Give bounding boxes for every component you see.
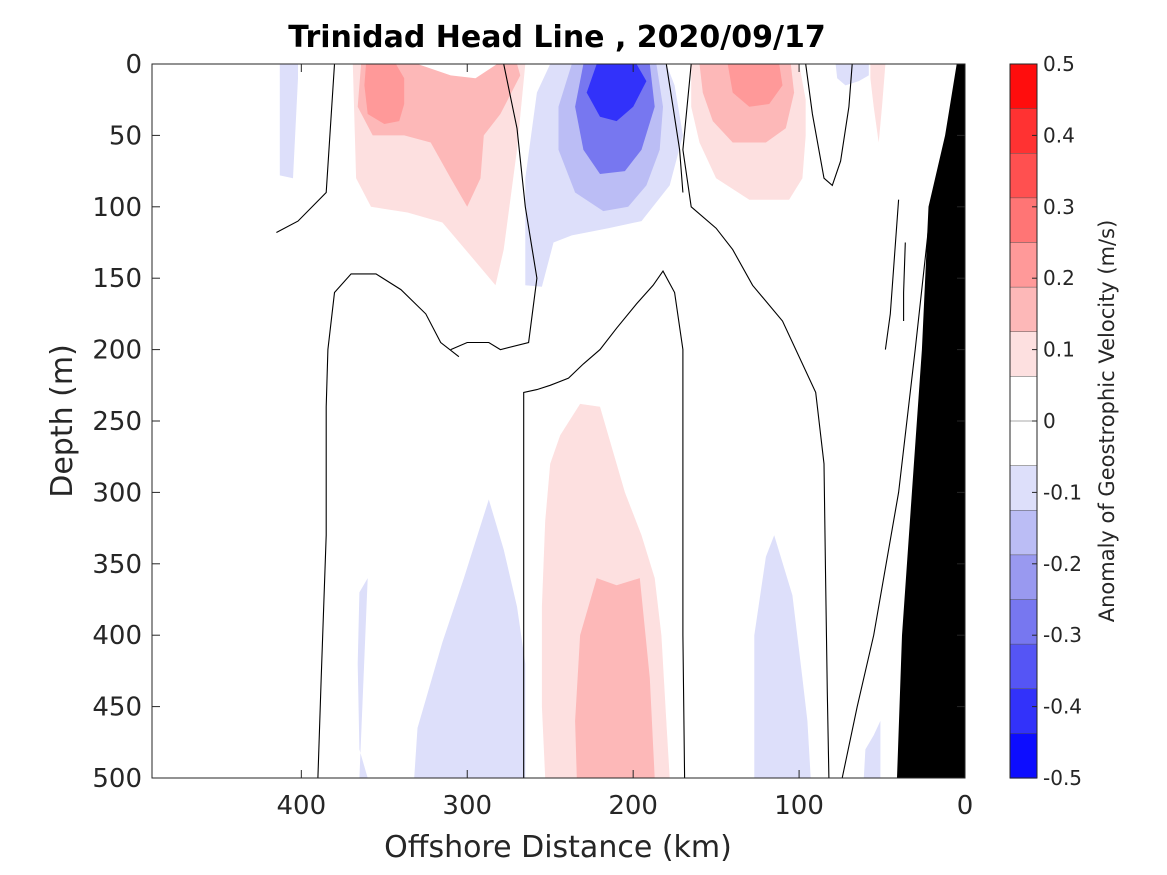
zero-contour-line: [450, 64, 538, 351]
zero-contour-line: [682, 64, 830, 778]
zero-contour-line: [317, 273, 460, 778]
colorbar-swatch: [1010, 197, 1037, 244]
x-tick-label: 300: [442, 791, 492, 821]
colorbar-swatch: [1010, 108, 1037, 154]
contour-region: [279, 64, 298, 179]
x-tick-label: 200: [608, 791, 658, 821]
y-tick-label: 450: [92, 693, 142, 723]
colorbar: 0.5 0.4 0.3 0.2 0.1 0 -0.1 -0.2 -0.3 -0.4 -0.5: [1009, 52, 1082, 790]
colorbar-tick-label: -0.1: [1043, 480, 1082, 504]
contour-region: [357, 499, 526, 778]
zero-contour-line: [665, 64, 684, 193]
zero-contour-line: [903, 242, 906, 321]
zero-contour-layer: [276, 64, 930, 778]
zero-contour-line: [841, 228, 930, 778]
colorbar-swatch: [1010, 644, 1037, 690]
colorbar-tick-label: 0.5: [1043, 52, 1075, 76]
colorbar-tick-label: -0.2: [1043, 552, 1082, 576]
x-tick-label: 400: [277, 791, 327, 821]
colorbar-tick-label: 0: [1043, 409, 1056, 433]
x-tick-label: 100: [774, 791, 824, 821]
contour-region: [575, 578, 655, 778]
colorbar-tick-label: -0.5: [1043, 766, 1082, 790]
colorbar-swatch: [1010, 510, 1037, 556]
y-tick-label: 400: [92, 621, 142, 651]
colorbar-swatch: [1010, 599, 1037, 645]
zero-contour-line: [805, 64, 853, 187]
seafloor-layer: [897, 64, 965, 778]
colorbar-tick-label: 0.4: [1043, 123, 1075, 147]
colorbar-tick-label: -0.4: [1043, 695, 1082, 719]
y-tick-label: 50: [109, 121, 142, 151]
y-tick-label: 300: [92, 478, 142, 508]
y-axis: 0 50 100 150 200 250 300 350 400 450 500: [92, 50, 965, 794]
contour-region: [835, 64, 869, 86]
zero-contour-line: [884, 199, 900, 350]
x-axis-label: Offshore Distance (km): [384, 830, 732, 865]
y-tick-label: 500: [92, 764, 142, 794]
colorbar-swatch: [1010, 465, 1037, 511]
zero-contour-line: [276, 64, 336, 233]
contour-region: [870, 64, 886, 143]
contour-region: [727, 64, 783, 107]
colorbar-swatch: [1010, 376, 1037, 422]
colorbar-swatch: [1010, 331, 1037, 377]
zero-contour-line: [523, 270, 686, 778]
colorbar-tick-label: 0.3: [1043, 195, 1075, 219]
contour-region: [754, 535, 811, 778]
colorbar-swatch: [1010, 421, 1037, 467]
colorbar-tick-label: 0.1: [1043, 338, 1075, 362]
contour-region: [863, 720, 881, 778]
colorbar-swatch: [1010, 153, 1037, 199]
y-tick-label: 250: [92, 407, 142, 437]
colorbar-swatch: [1010, 733, 1037, 779]
y-axis-label: Depth (m): [45, 344, 80, 498]
colorbar-swatch: [1010, 554, 1037, 601]
colorbar-swatch: [1010, 242, 1037, 288]
y-tick-label: 100: [92, 193, 142, 223]
seafloor-shape: [897, 64, 965, 778]
y-tick-label: 350: [92, 550, 142, 580]
colorbar-tick-label: -0.3: [1043, 623, 1082, 647]
x-tick-label: 0: [957, 791, 974, 821]
colorbar-swatch: [1010, 287, 1037, 333]
plot-area: [151, 63, 966, 779]
contour-fill-layer: [279, 64, 886, 778]
y-tick-label: 150: [92, 264, 142, 294]
colorbar-tick-label: 0.2: [1043, 266, 1075, 290]
colorbar-swatch: [1010, 688, 1037, 734]
y-tick-label: 0: [125, 50, 142, 80]
x-axis: 400 300 200 100 0: [277, 64, 974, 821]
colorbar-swatch: [1010, 64, 1037, 110]
y-tick-label: 200: [92, 336, 142, 366]
colorbar-label: Anomaly of Geostrophic Velocity (m/s): [1095, 220, 1119, 623]
contour-region: [364, 64, 405, 124]
contour-region: [586, 64, 647, 122]
chart-title: Trinidad Head Line , 2020/09/17: [288, 20, 825, 55]
